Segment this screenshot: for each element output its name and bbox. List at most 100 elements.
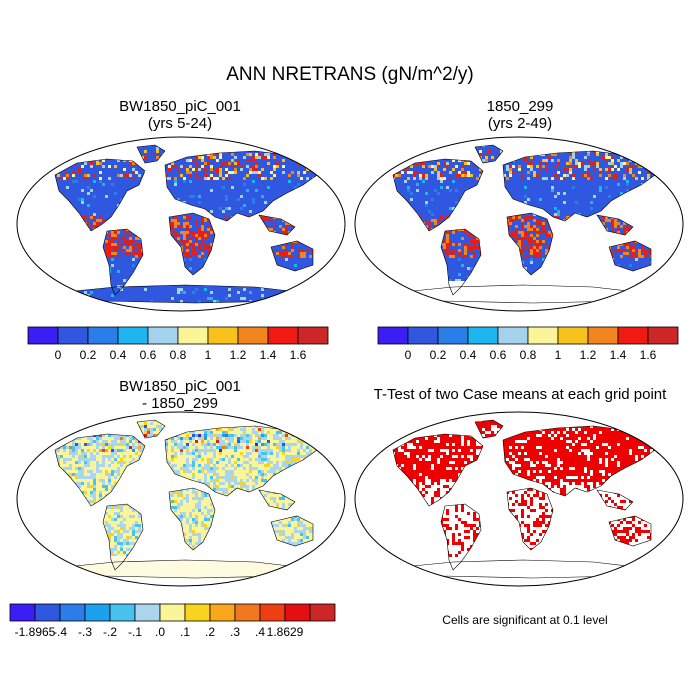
colorbar-tick-label: .4 (255, 625, 265, 639)
panel-title-diff-line2: - 1850_299 (142, 395, 218, 412)
coastline-africa (506, 487, 554, 551)
coastline-namerica (54, 433, 146, 507)
colorbar-swatch (147, 326, 179, 345)
colorbar-swatch (377, 326, 409, 345)
colorbar-swatch (57, 326, 89, 345)
colorbar-swatch (527, 326, 559, 345)
colorbar-case2: 0 0.2 0.4 0.6 0.8 1 1.2 1.4 1.6 (377, 326, 679, 362)
colorbar-diff: -1.8965-.4 -.3 -.2 -.1 .0 .1 .2 .3 .4 1.8629 (9, 603, 336, 639)
map-boundary (16, 411, 346, 587)
figure-title: ANN NRETRANS (gN/m^2/y) (226, 64, 474, 85)
colorbar-tick-label: -.2 (103, 625, 117, 639)
colorbar-tick-label: -.1 (128, 625, 142, 639)
coastline-africa (506, 212, 554, 276)
colorbar-swatch (617, 326, 649, 345)
colorbar-swatch (497, 326, 529, 345)
coastline-africa (168, 212, 216, 276)
colorbar-swatch (209, 603, 236, 622)
colorbar-tick-label: -.4 (53, 625, 67, 639)
colorbar-tick-label: 0.6 (490, 348, 507, 362)
panel-title-case1: BW1850_piC_001 (yrs 5-24) (60, 98, 300, 132)
colorbar-swatch (87, 326, 119, 345)
colorbar-swatch (587, 326, 619, 345)
colorbar-tick-label: -1.8965 (15, 625, 56, 639)
colorbar-tick-label: .3 (230, 625, 240, 639)
colorbar-tick-label: 0.4 (110, 348, 127, 362)
panel-title-case2: 1850_299 (yrs 2-49) (400, 98, 640, 132)
panel-title-ttest-line1: T-Test of two Case means at each grid po… (373, 386, 667, 403)
colorbar-tick-label: 1 (555, 348, 562, 362)
colorbar-swatch (9, 603, 36, 622)
colorbar-tick-label: 0.4 (460, 348, 477, 362)
panel-title-ttest: T-Test of two Case means at each grid po… (350, 386, 690, 403)
colorbar-swatch (297, 326, 329, 345)
colorbar-swatch (34, 603, 61, 622)
colorbar-swatch (134, 603, 161, 622)
colorbar-swatch (207, 326, 239, 345)
coastline-antarctica (392, 559, 646, 579)
coastline-namerica (392, 433, 484, 507)
coastline-eurasia (502, 150, 656, 222)
coastline-namerica (54, 158, 146, 232)
colorbar-tick-label: 1.8629 (267, 625, 304, 639)
colorbar-swatch (184, 603, 211, 622)
colorbar-swatch (437, 326, 469, 345)
colorbar-swatch (557, 326, 589, 345)
significance-note: Cells are significant at 0.1 level (442, 613, 608, 627)
colorbar-tick-label: .2 (205, 625, 215, 639)
coastline-greenland (474, 419, 504, 439)
colorbar-tick-label: 1.6 (640, 348, 657, 362)
coastline-eurasia (502, 425, 656, 497)
colorbar-tick-label: 1.4 (260, 348, 277, 362)
colorbar-swatch (237, 326, 269, 345)
colorbar-tick-label: -.3 (78, 625, 92, 639)
map-panel-case1 (16, 136, 346, 312)
coastline-africa (168, 487, 216, 551)
panel-title-case1-line2: (yrs 5-24) (147, 115, 213, 132)
coastline-greenland (136, 144, 166, 164)
coastline-australia (608, 240, 652, 272)
colorbar-tick-label: 0.8 (520, 348, 537, 362)
panel-title-case1-line1: BW1850_piC_001 (119, 98, 241, 115)
colorbar-swatch (647, 326, 679, 345)
colorbar-tick-label: .0 (155, 625, 165, 639)
map-panel-ttest (354, 411, 684, 587)
colorbar-tick-label: 0.6 (140, 348, 157, 362)
colorbar-tick-label: 1.4 (610, 348, 627, 362)
colorbar-swatch (177, 326, 209, 345)
colorbar-swatch (117, 326, 149, 345)
panel-title-case2-line2: (yrs 2-49) (487, 115, 553, 132)
coastline-eurasia (164, 425, 318, 497)
coastline-seasia (596, 214, 634, 236)
coastline-eurasia (164, 150, 318, 222)
coastline-seasia (258, 214, 296, 236)
colorbar-swatch (109, 603, 136, 622)
colorbar-tick-label: 1 (205, 348, 212, 362)
colorbar-tick-label: .1 (180, 625, 190, 639)
map-panel-case2 (354, 136, 684, 312)
colorbar-tick-label: 0.8 (170, 348, 187, 362)
map-panel-diff (16, 411, 346, 587)
colorbar-tick-label: 1.2 (580, 348, 597, 362)
map-boundary (354, 136, 684, 312)
colorbar-tick-label: 0 (405, 348, 412, 362)
colorbar-tick-label: 0 (55, 348, 62, 362)
colorbar-tick-label: 1.2 (230, 348, 247, 362)
colorbar-case1: 0 0.2 0.4 0.6 0.8 1 1.2 1.4 1.6 (27, 326, 329, 362)
panel-title-case2-line1: 1850_299 (486, 98, 554, 115)
colorbar-tick-label: 0.2 (80, 348, 97, 362)
coastline-australia (270, 515, 314, 547)
colorbar-tick-label: 1.6 (290, 348, 307, 362)
colorbar-swatch (267, 326, 299, 345)
coastline-greenland (136, 419, 166, 439)
coastline-namerica (392, 158, 484, 232)
coastline-australia (608, 515, 652, 547)
coastline-seasia (596, 489, 634, 511)
panel-title-diff: BW1850_piC_001 - 1850_299 (60, 378, 300, 412)
colorbar-swatch (467, 326, 499, 345)
colorbar-swatch (284, 603, 311, 622)
colorbar-swatch (309, 603, 336, 622)
map-boundary (16, 136, 346, 312)
colorbar-swatch (84, 603, 111, 622)
panel-title-diff-line1: BW1850_piC_001 (119, 378, 241, 395)
